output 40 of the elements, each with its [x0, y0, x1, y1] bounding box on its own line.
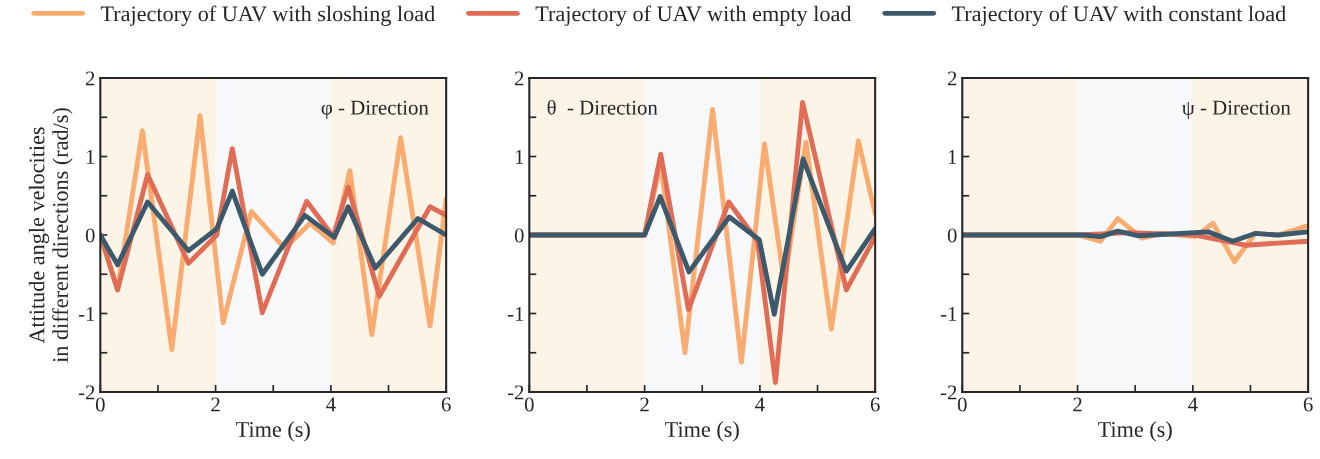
y-tick-label: -2	[78, 385, 95, 400]
y-tick-label: 0	[514, 228, 524, 243]
legend-label: Trajectory of UAV with sloshing load	[100, 5, 435, 26]
x-axis-title: Time (s)	[236, 421, 310, 442]
y-tick-label: 2	[947, 71, 957, 86]
x-axis-title: Time (s)	[665, 421, 739, 442]
x-tick-label: 4	[755, 397, 765, 412]
x-tick-label: 0	[95, 397, 105, 412]
x-tick-label: 2	[640, 397, 649, 412]
legend-label: Trajectory of UAV with empty load	[535, 5, 852, 26]
y-tick-label: 0	[947, 228, 957, 243]
x-tick-label: 4	[326, 397, 336, 412]
annotation: ψ - Direction	[1182, 100, 1291, 119]
y-tick-label: 1	[515, 149, 524, 164]
x-tick-label: 2	[211, 397, 220, 412]
y-tick-label: -1	[940, 306, 957, 321]
y-tick-label: -2	[940, 385, 957, 400]
line-series	[962, 228, 1309, 244]
y-tick-label: 1	[86, 149, 95, 164]
x-tick-label: 6	[870, 397, 880, 412]
y-axis-title: Attitude angle velocities in different directions (rad/s)	[28, 108, 73, 363]
line-series	[100, 188, 447, 277]
y-tick-label: 1	[948, 149, 957, 164]
y-tick-label: -2	[507, 385, 524, 400]
legend-label: Trajectory of UAV with constant load	[951, 5, 1286, 26]
x-tick-label: 0	[957, 397, 967, 412]
y-tick-label: 0	[85, 228, 95, 243]
x-tick-label: 2	[1073, 397, 1082, 412]
x-axis-title: Time (s)	[1098, 421, 1172, 442]
y-tick-label: -1	[78, 306, 95, 321]
y-tick-label: 2	[514, 71, 524, 86]
y-tick-label: -1	[507, 306, 524, 321]
x-tick-label: 0	[524, 397, 534, 412]
line-series	[529, 156, 876, 317]
x-tick-label: 4	[1188, 397, 1198, 412]
x-tick-label: 6	[441, 397, 451, 412]
annotation: θ - Direction	[547, 99, 658, 115]
annotation: φ - Direction	[321, 100, 429, 119]
x-tick-label: 6	[1303, 397, 1313, 412]
y-tick-label: 2	[85, 71, 95, 86]
